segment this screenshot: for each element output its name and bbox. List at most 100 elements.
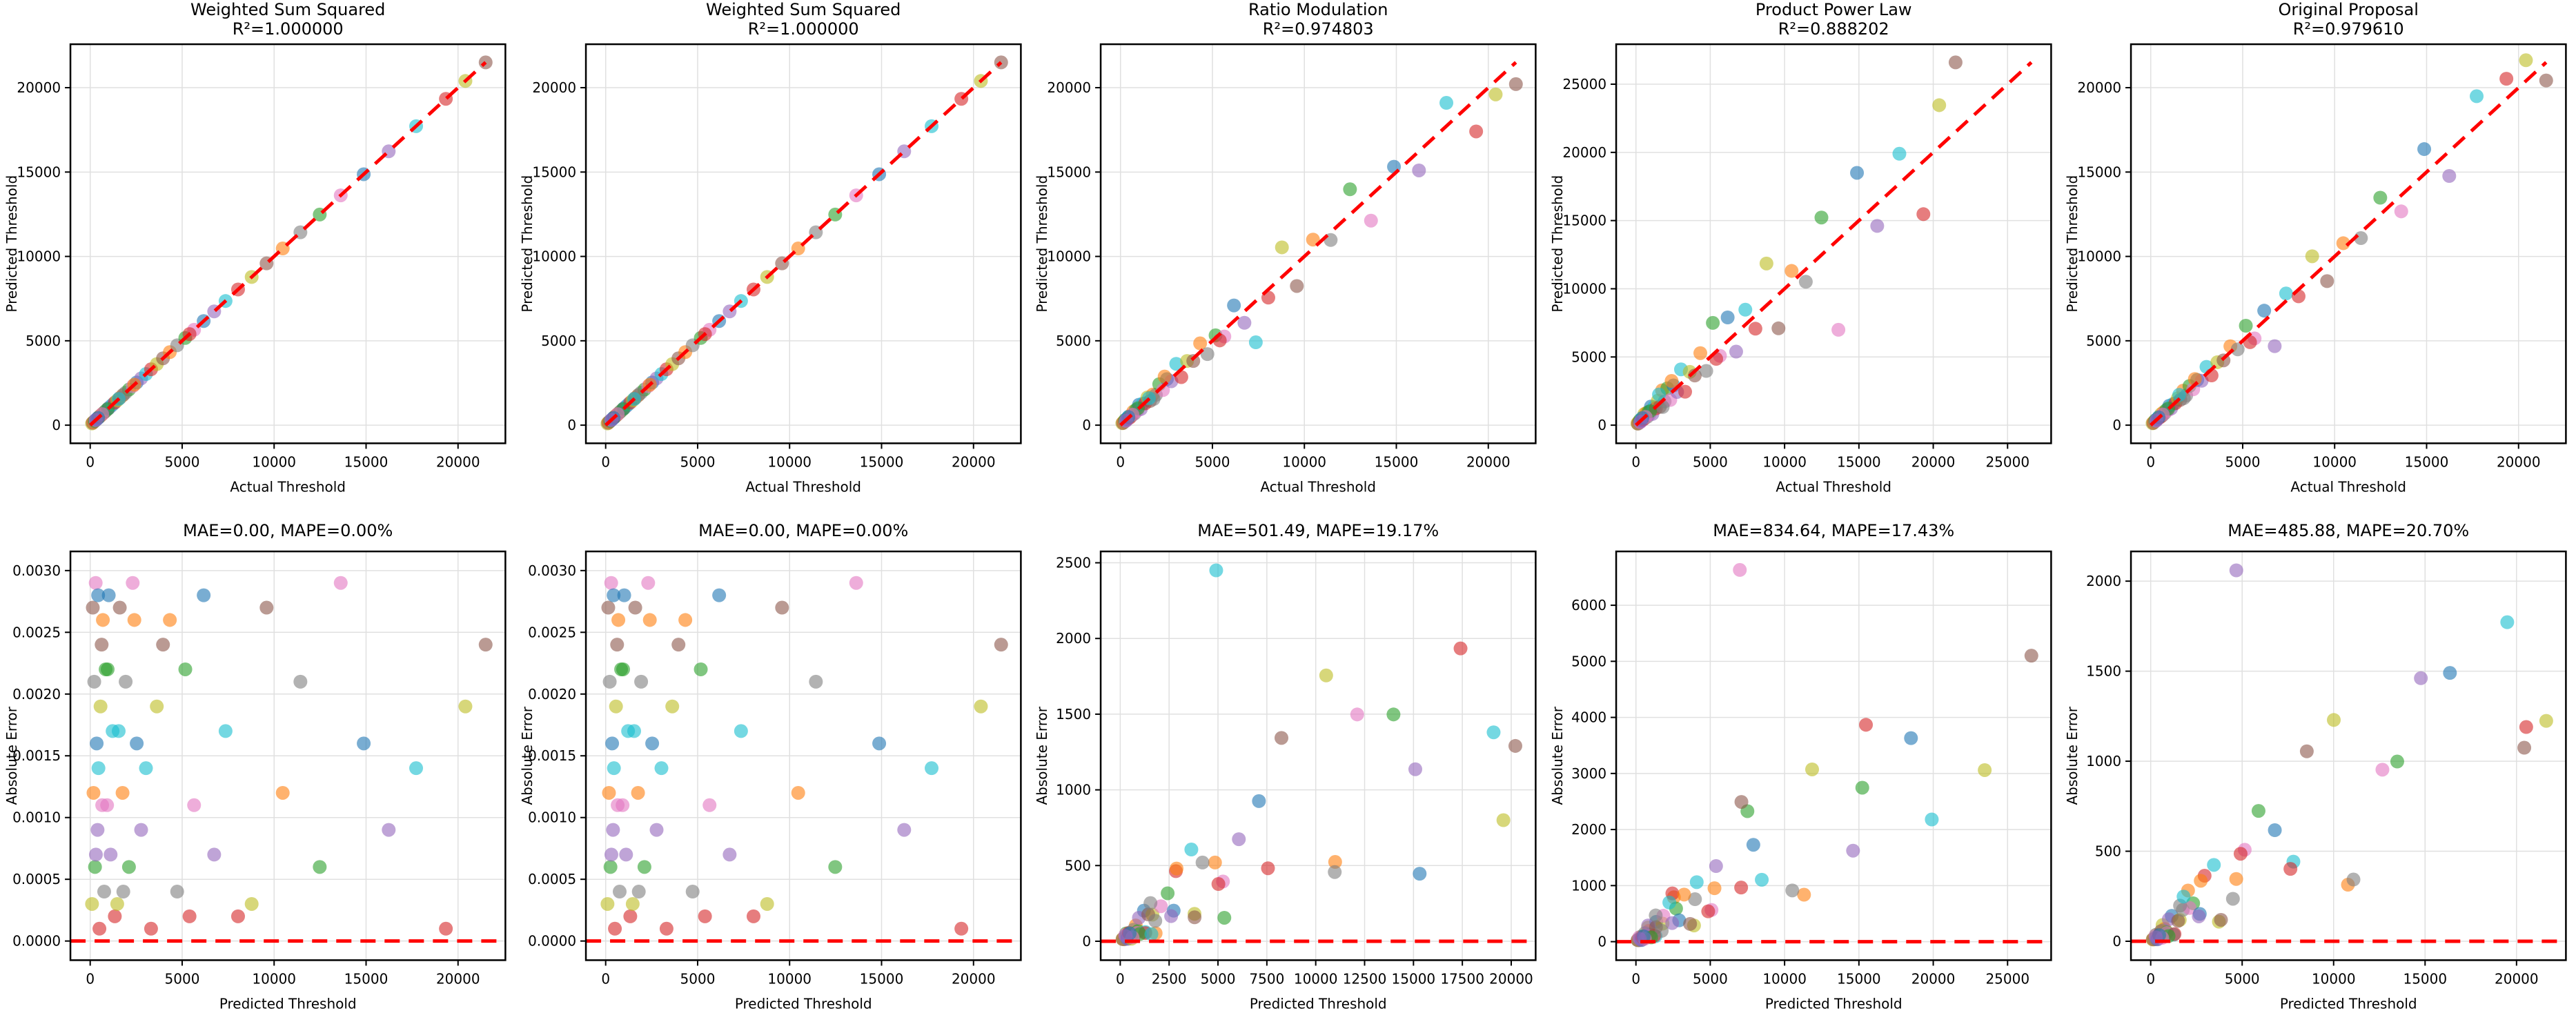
data-point [1211,877,1226,892]
plot-title: Product Power Law [1756,0,1912,19]
data-point [659,921,674,936]
data-point [119,674,133,689]
plot-title: MAE=485.88, MAPE=20.70% [2228,521,2469,540]
x-tick-label: 20000 [1489,970,1533,987]
x-axis-label: Predicted Threshold [219,995,357,1012]
y-tick-label: 1000 [2086,753,2121,769]
data-point [139,761,153,776]
data-point [2194,874,2208,888]
x-tick-label: 5000 [1201,970,1236,987]
data-point [954,921,969,936]
x-tick-label: 10000 [2312,453,2357,470]
x-tick-label: 20000 [436,453,480,470]
data-point [1784,264,1799,278]
data-point [121,860,136,874]
data-point [96,613,110,627]
data-point [1699,364,1713,378]
data-point [641,576,656,590]
x-tick-label: 5000 [1693,453,1728,470]
data-point [1720,310,1735,325]
data-point [994,638,1008,652]
plot-svg: 0 5000 10000 15000 20000 0 5000 10000 15000 20000… [519,0,1022,495]
data-point [275,785,290,800]
scatter-points [1631,562,2038,947]
data-point [1693,346,1708,360]
data-point [609,699,623,714]
plot-svg: 0 5000 10000 15000 20000 0 500 1000 1500 2000 MAE=… [2064,521,2567,1012]
data-point [791,785,805,800]
reference-line [89,61,487,426]
data-point [602,674,617,689]
data-point [1439,96,1454,110]
data-point [85,896,99,911]
data-point [1729,344,1743,359]
data-point [90,736,104,751]
x-tick-label: 15000 [344,970,389,987]
x-axis-label: Actual Threshold [230,478,346,495]
x-tick-label: 2500 [1152,970,1187,987]
y-tick-label: 15000 [17,164,61,180]
data-point [130,736,144,751]
y-tick-label: 0.0030 [528,562,576,579]
data-point [1144,927,1159,941]
axes-spines [584,43,1022,444]
plot-svg: 0 5000 10000 15000 20000 0 5000 10000 15000 20000… [3,0,507,495]
plot-svg: 0 5000 10000 15000 20000 25000 0 5000 10000 15000… [1549,0,2052,495]
reference-line [1635,61,2033,426]
x-tick-label: 5000 [165,453,200,470]
data-point [150,699,164,714]
axes-spines [1615,43,2052,444]
data-point [1217,910,1232,925]
data-point [1652,387,1666,402]
data-point [86,600,100,615]
data-point [1193,336,1208,351]
x-tick-label: 5000 [1195,453,1230,470]
data-point [458,699,473,714]
data-point [2327,713,2341,727]
scatter-points [1630,55,1963,431]
subplot-r0c1: 0 5000 10000 15000 20000 0 5000 10000 15000 20000… [515,0,1031,511]
data-point [134,823,148,837]
data-point [625,896,640,911]
data-point [110,896,124,911]
data-point [244,896,259,911]
y-tick-label: 0.0010 [12,809,61,826]
y-tick-label: 0 [1597,934,1606,950]
x-tick-label: 10000 [767,970,812,987]
y-axis-label: Predicted Threshold [1549,175,1566,313]
data-point [2268,339,2282,353]
data-point [1733,562,1747,577]
data-point [601,600,616,615]
data-point [1170,861,1184,876]
reference-line [1119,61,1517,426]
data-point [610,638,625,652]
data-point [974,699,988,714]
y-tick-label: 0.0015 [12,747,61,764]
y-tick-label: 5000 [1571,653,1606,669]
data-point [182,909,197,923]
y-tick-label: 0.0025 [12,624,61,640]
plot-title: MAE=834.64, MAPE=17.43% [1713,521,1954,540]
y-tick-label: 10000 [532,248,576,265]
data-point [218,724,233,738]
y-tick-label: 0 [52,417,61,433]
x-tick-label: 10000 [1762,970,1807,987]
axes-spines [1615,550,2052,961]
y-tick-label: 0.0000 [528,933,576,950]
data-point [1707,881,1722,896]
data-point [1709,859,1723,874]
x-axis-label: Predicted Threshold [735,995,872,1012]
data-point [603,860,618,874]
data-point [1701,904,1715,918]
data-point [1978,763,1992,777]
y-axis-label: Absolute Error [3,706,20,805]
data-point [2443,666,2457,680]
data-point [617,588,631,602]
x-tick-label: 0 [601,970,610,987]
data-point [604,847,618,862]
data-point [872,736,887,751]
data-point [1148,914,1163,928]
data-point [2299,744,2314,758]
scatter-points [2145,563,2553,947]
data-point [1328,865,1342,879]
